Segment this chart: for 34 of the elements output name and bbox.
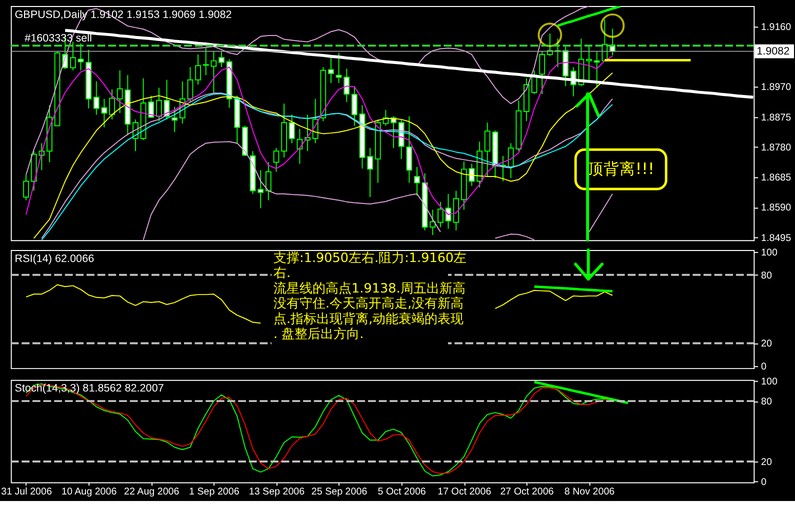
y-tick-label: 1.8685 [761,172,792,184]
ref-line-label: 1.9082 [756,45,790,58]
y-tick-label: 1.9160 [761,22,792,34]
y-tick-label: 0 [761,361,768,372]
x-tick-label: 5 Oct 2006 [378,486,426,498]
x-tick-label: 27 Oct 2006 [500,486,554,498]
y-tick-label: 1.8780 [761,142,792,154]
annotation: 没有守住.今天高开高走,没有新高 [274,296,464,312]
y-tick-label: 80 [761,270,773,282]
annotation: 顶背离!!! [587,159,654,178]
x-tick-label: 25 Sep 2006 [311,486,368,498]
y-tick-label: 1.8970 [761,82,792,94]
x-tick-label: 31 Jul 2006 [1,486,52,498]
y-tick-label: 1.8590 [761,202,792,214]
x-tick-label: 1 Sep 2006 [189,486,240,498]
y-tick-label: 0 [761,477,768,488]
annotation: 右. [274,266,291,282]
y-tick-label: 80 [761,396,773,408]
annotation: 流星线的高点1.9138.周五出新高 [274,280,466,296]
x-tick-label: 8 Nov 2006 [564,486,616,498]
x-tick-label: 10 Aug 2006 [61,486,118,498]
y-tick-label: 20 [761,338,773,350]
x-tick-label: 22 Aug 2006 [124,486,180,498]
annotation: 点.指标出现背离,动能衰竭的表现 [274,310,464,327]
y-tick-label: 1.8875 [761,112,792,124]
y-tick-label: 100 [761,248,778,259]
x-tick-label: 13 Sep 2006 [248,486,306,498]
y-tick-label: 100 [761,376,778,388]
chart-title: RSI(14) 62.0066 [14,252,94,265]
y-tick-label: 1.8495 [761,232,792,244]
annotation: . 盘整后出方向. [274,326,364,342]
x-tick-label: 17 Oct 2006 [438,486,492,498]
y-tick-label: 20 [761,456,773,468]
annotation: 支撑:1.9050左右.阻力:1.9160左 [274,250,467,266]
